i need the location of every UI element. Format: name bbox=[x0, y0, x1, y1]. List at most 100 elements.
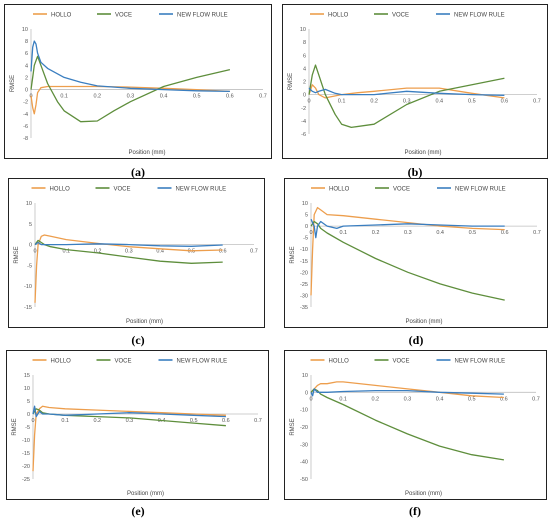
x-tick-label: 0.5 bbox=[468, 99, 476, 105]
y-tick-label: 6 bbox=[25, 51, 28, 57]
legend-label: VOCE bbox=[393, 187, 410, 193]
y-tick-label: -20 bbox=[22, 464, 30, 470]
x-tick-label: 0.2 bbox=[93, 94, 101, 100]
x-tick-label: 0.5 bbox=[188, 249, 196, 255]
x-tick-label: 0.2 bbox=[372, 230, 380, 236]
series-line bbox=[308, 64, 505, 129]
series-line bbox=[34, 241, 223, 247]
panel-caption: (f) bbox=[409, 504, 421, 518]
panel-caption: (b) bbox=[407, 165, 423, 179]
panel-caption: (c) bbox=[131, 333, 145, 347]
y-tick-label: 0 bbox=[305, 224, 308, 230]
y-tick-label: 2 bbox=[303, 80, 306, 86]
y-tick-label: 10 bbox=[302, 373, 308, 379]
x-tick-label: 0.6 bbox=[222, 418, 230, 424]
y-tick-label: 10 bbox=[24, 386, 30, 392]
y-tick-label: 10 bbox=[22, 27, 28, 33]
x-tick-label: 0.2 bbox=[93, 418, 101, 424]
x-tick-label: 0.6 bbox=[500, 396, 508, 402]
y-tick-label: 2 bbox=[25, 75, 28, 81]
y-tick-label: 0 bbox=[29, 243, 32, 249]
legend-label: HOLLO bbox=[51, 13, 72, 19]
y-tick-label: 4 bbox=[25, 63, 28, 69]
legend-label: VOCE bbox=[393, 359, 410, 365]
y-tick-label: -15 bbox=[24, 305, 32, 311]
x-tick-label: 0.2 bbox=[370, 99, 378, 105]
y-tick-label: 5 bbox=[29, 222, 32, 228]
y-tick-label: -30 bbox=[300, 442, 308, 448]
x-tick-label: 0.2 bbox=[371, 396, 379, 402]
panel-caption: (e) bbox=[131, 504, 145, 518]
legend-label: HOLLO bbox=[329, 359, 350, 365]
y-tick-label: 4 bbox=[303, 66, 306, 72]
y-tick-label: -20 bbox=[300, 270, 308, 276]
legend-label: NEW FLOW RULE bbox=[454, 13, 505, 19]
legend-label: NEW FLOW RULE bbox=[455, 187, 506, 193]
y-tick-label: -6 bbox=[301, 132, 306, 138]
x-tick-label: 0.7 bbox=[254, 418, 262, 424]
x-tick-label: 0 bbox=[309, 230, 312, 236]
legend-label: HOLLO bbox=[50, 187, 71, 193]
y-tick-label: -35 bbox=[300, 305, 308, 311]
x-tick-label: 0.3 bbox=[126, 418, 134, 424]
y-tick-label: 0 bbox=[303, 93, 306, 99]
x-tick-label: 0.7 bbox=[533, 230, 541, 236]
x-tick-label: 0.6 bbox=[501, 230, 509, 236]
y-tick-label: -15 bbox=[300, 259, 308, 265]
series-line bbox=[310, 388, 504, 397]
series-line bbox=[310, 220, 505, 301]
x-tick-label: 0.3 bbox=[403, 99, 411, 105]
chart-frame: HOLLO VOCE NEW FLOW RULE -35 -30 -25 -20 -15 -10… bbox=[284, 178, 548, 328]
y-tick-label: -25 bbox=[22, 477, 30, 483]
x-tick-label: 0.7 bbox=[259, 94, 267, 100]
x-tick-label: 0.6 bbox=[219, 249, 227, 255]
x-tick-label: 0.1 bbox=[338, 99, 346, 105]
y-tick-label: -5 bbox=[303, 236, 308, 242]
series-line bbox=[32, 405, 226, 472]
series-line bbox=[308, 84, 505, 99]
y-tick-label: -10 bbox=[300, 247, 308, 253]
x-tick-label: 0 bbox=[33, 249, 36, 255]
y-tick-label: 5 bbox=[27, 399, 30, 405]
x-axis-title: Position (mm) bbox=[404, 150, 441, 156]
y-tick-label: -4 bbox=[301, 119, 306, 125]
x-tick-label: 0.1 bbox=[62, 249, 70, 255]
y-tick-label: 8 bbox=[25, 39, 28, 45]
y-tick-label: 0 bbox=[305, 390, 308, 396]
y-tick-label: 15 bbox=[24, 373, 30, 379]
chart-frame: HOLLO VOCE NEW FLOW RULE -50 -40 -30 -20 -10 0 10… bbox=[284, 350, 547, 500]
x-tick-label: 0 bbox=[309, 396, 312, 402]
legend-label: HOLLO bbox=[329, 187, 350, 193]
legend-label: VOCE bbox=[115, 13, 132, 19]
x-tick-label: 0.5 bbox=[469, 230, 477, 236]
chart-svg: HOLLO VOCE NEW FLOW RULE -35 -30 -25 -20 -15 -10… bbox=[290, 187, 541, 326]
x-tick-label: 0.5 bbox=[193, 94, 201, 100]
y-tick-label: -15 bbox=[22, 451, 30, 457]
x-tick-label: 0.1 bbox=[60, 94, 68, 100]
x-tick-label: 0.7 bbox=[250, 249, 258, 255]
x-tick-label: 0.5 bbox=[468, 396, 476, 402]
x-axis-title: Position (mm) bbox=[128, 150, 165, 156]
x-tick-label: 0 bbox=[307, 99, 310, 105]
chart-svg: HOLLO VOCE NEW FLOW RULE -15 -10 -5 0 5 10 0 0.1 0.… bbox=[14, 187, 258, 326]
series-line bbox=[34, 234, 223, 303]
legend-label: VOCE bbox=[114, 187, 131, 193]
y-tick-label: 10 bbox=[26, 201, 32, 207]
series-line bbox=[310, 206, 505, 296]
y-tick-label: 10 bbox=[300, 27, 306, 33]
y-tick-label: -2 bbox=[301, 106, 306, 112]
series-line bbox=[34, 239, 223, 264]
x-tick-label: 0.2 bbox=[94, 249, 102, 255]
y-tick-label: -10 bbox=[300, 408, 308, 414]
legend-label: VOCE bbox=[392, 13, 409, 19]
x-axis-title: Position (mm) bbox=[127, 491, 164, 497]
x-tick-label: 0.4 bbox=[160, 94, 168, 100]
y-tick-label: -20 bbox=[300, 425, 308, 431]
x-tick-label: 0 bbox=[31, 418, 34, 424]
y-axis-title: RMSE bbox=[12, 418, 18, 435]
x-axis-title: Position (mm) bbox=[126, 319, 163, 325]
chart-svg: HOLLO VOCE NEW FLOW RULE-25-20-15-10-50510… bbox=[12, 359, 262, 498]
x-tick-label: 0.3 bbox=[125, 249, 133, 255]
